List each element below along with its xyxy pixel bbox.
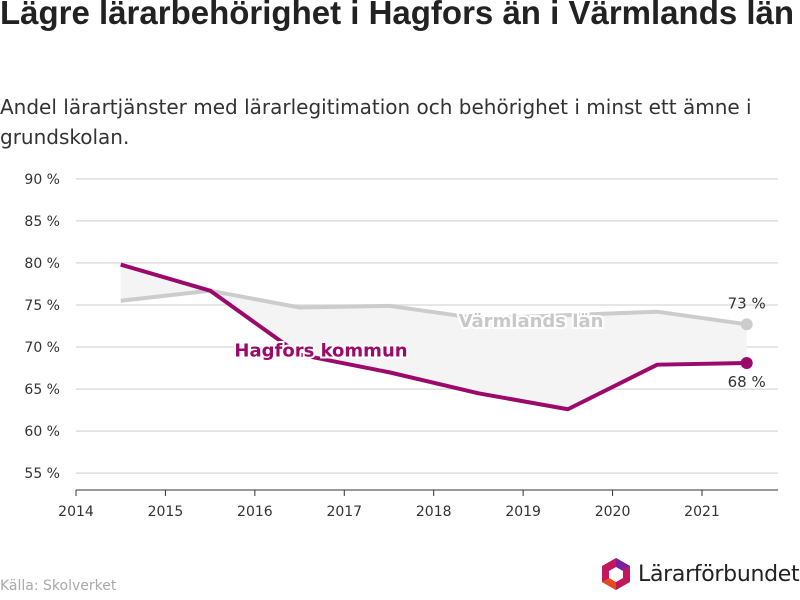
page-title: Lägre lärarbehörighet i Hagfors än i Vär… — [0, 0, 795, 31]
x-tick-label: 2021 — [684, 504, 720, 520]
y-tick-label: 55 % — [24, 466, 60, 482]
y-tick-label: 65 % — [24, 382, 60, 398]
chart-subtitle: Andel lärartjänster med lärarlegitimatio… — [0, 95, 752, 149]
x-tick-label: 2020 — [595, 504, 631, 520]
end-point-varmlands-lan — [740, 318, 753, 331]
x-tick-label: 2019 — [505, 504, 541, 520]
band-area — [120, 264, 747, 410]
logo: Lärarförbundet — [600, 556, 800, 592]
source-note: Källa: Skolverket — [0, 578, 117, 594]
y-tick-label: 80 % — [24, 256, 60, 272]
line-chart: 55 %60 %65 %70 %75 %80 %85 %90 % 2014 201… — [24, 172, 778, 520]
x-axis: 2014 2015 2016 2017 2018 2019 2020 2021 — [58, 489, 778, 520]
y-tick-label: 90 % — [24, 172, 60, 188]
series-label-hagfors-kommun: Hagfors kommun — [234, 340, 407, 361]
y-tick-label: 85 % — [24, 214, 60, 230]
logo-hexagon-icon — [602, 558, 630, 590]
x-tick-label: 2017 — [326, 504, 362, 520]
difference-band — [120, 264, 747, 410]
series-label-varmlands-lan: Värmlands län — [459, 311, 604, 332]
series-line-varmlands-lan — [120, 288, 747, 327]
end-label-varmlands-lan: 73 % — [728, 294, 766, 312]
labels: 73 % 68 % Värmlands län Hagfors kommun — [232, 294, 766, 391]
y-tick-label: 70 % — [24, 340, 60, 356]
end-point-hagfors-kommun — [740, 357, 753, 370]
end-label-hagfors-kommun: 68 % — [728, 373, 766, 391]
x-tick-label: 2014 — [58, 504, 94, 520]
series — [120, 262, 753, 412]
x-tick-label: 2018 — [416, 504, 452, 520]
x-tick-label: 2016 — [237, 504, 273, 520]
x-tick-label: 2015 — [148, 504, 184, 520]
logo-text: Lärarförbundet — [638, 561, 800, 587]
y-tick-label: 60 % — [24, 424, 60, 440]
series-line-hagfors-kommun — [120, 262, 747, 412]
y-tick-label: 75 % — [24, 298, 60, 314]
